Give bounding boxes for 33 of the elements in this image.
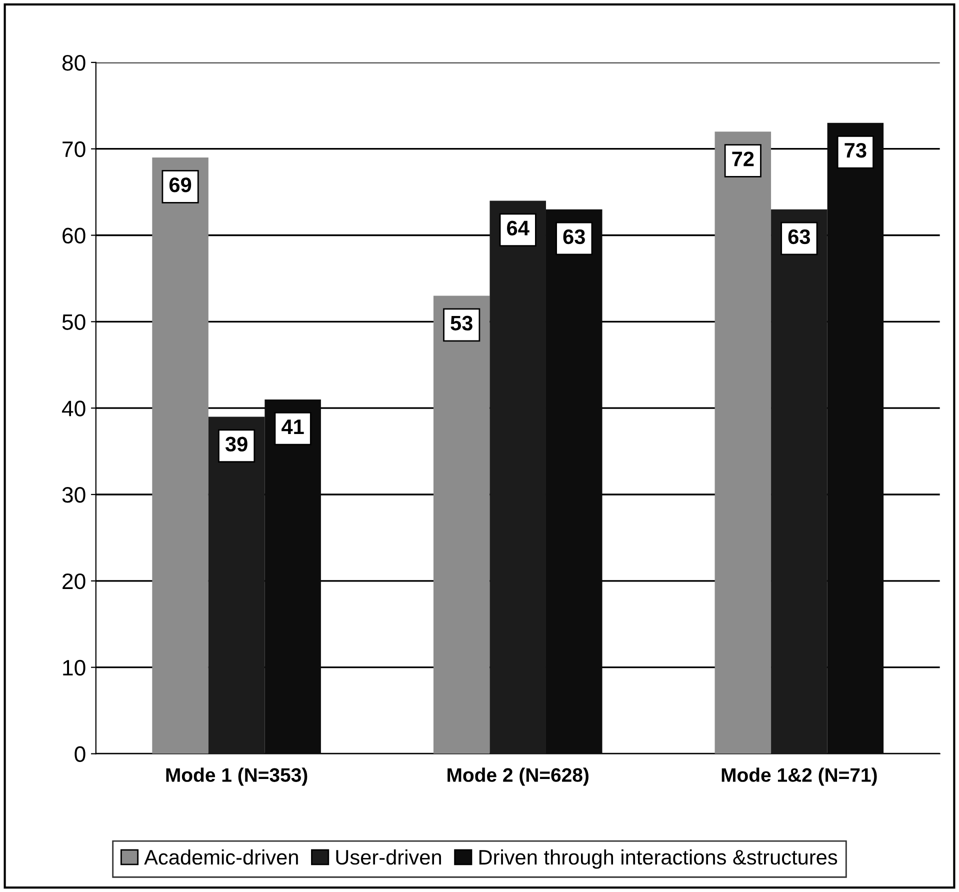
bar — [264, 399, 321, 754]
x-tick-label: Mode 2 (N=628) — [448, 768, 588, 786]
data-label: 41 — [282, 420, 304, 434]
y-tick-label: 30 — [62, 487, 86, 503]
data-label: 69 — [169, 178, 192, 192]
y-tick-label: 40 — [62, 400, 86, 416]
data-label: 39 — [225, 436, 248, 452]
bar — [714, 132, 772, 754]
data-label: 63 — [563, 229, 585, 244]
y-tick-label: 70 — [62, 141, 86, 158]
bar — [433, 296, 490, 754]
bar — [827, 122, 884, 754]
bar — [208, 416, 265, 754]
y-tick-label: 10 — [63, 660, 86, 676]
x-tick-label: Mode 1&2 (N=71) — [722, 768, 877, 786]
data-label: 63 — [788, 229, 810, 244]
y-tick-label: 60 — [62, 228, 86, 244]
legend-label: Academic-driven — [144, 849, 298, 865]
data-label: 72 — [732, 152, 754, 166]
x-tick-label: Mode 1 (N=353) — [166, 768, 308, 786]
legend-label: User-driven — [336, 849, 441, 865]
y-tick-label: 80 — [62, 54, 86, 71]
legend-label: Driven through interactions &structures — [479, 849, 838, 869]
y-tick-label: 50 — [62, 314, 86, 330]
data-label: 73 — [844, 142, 866, 158]
data-label: 64 — [507, 220, 530, 236]
bar — [152, 157, 208, 754]
bar — [490, 200, 546, 754]
data-label: 53 — [450, 316, 472, 331]
bar — [546, 209, 602, 754]
y-tick-label: 20 — [62, 573, 86, 590]
y-tick-label: 0 — [74, 746, 86, 762]
bar — [771, 209, 828, 754]
